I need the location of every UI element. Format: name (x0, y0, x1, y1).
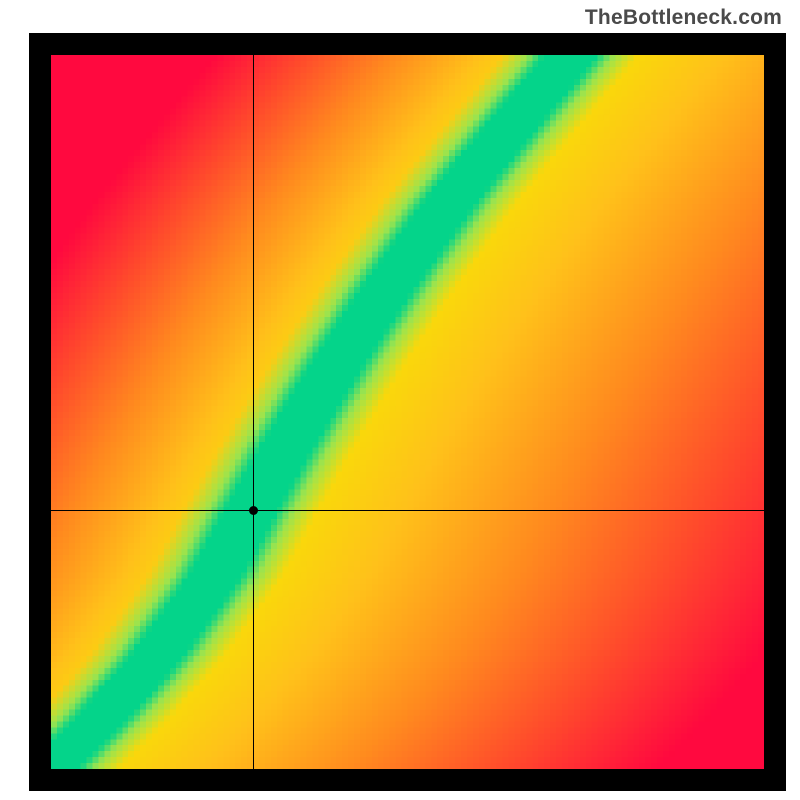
heatmap-canvas (51, 55, 764, 769)
crosshair-horizontal (51, 510, 764, 511)
heatmap-frame (29, 33, 786, 791)
watermark-text: TheBottleneck.com (585, 6, 782, 30)
crosshair-marker (249, 506, 258, 515)
crosshair-vertical (253, 55, 254, 769)
